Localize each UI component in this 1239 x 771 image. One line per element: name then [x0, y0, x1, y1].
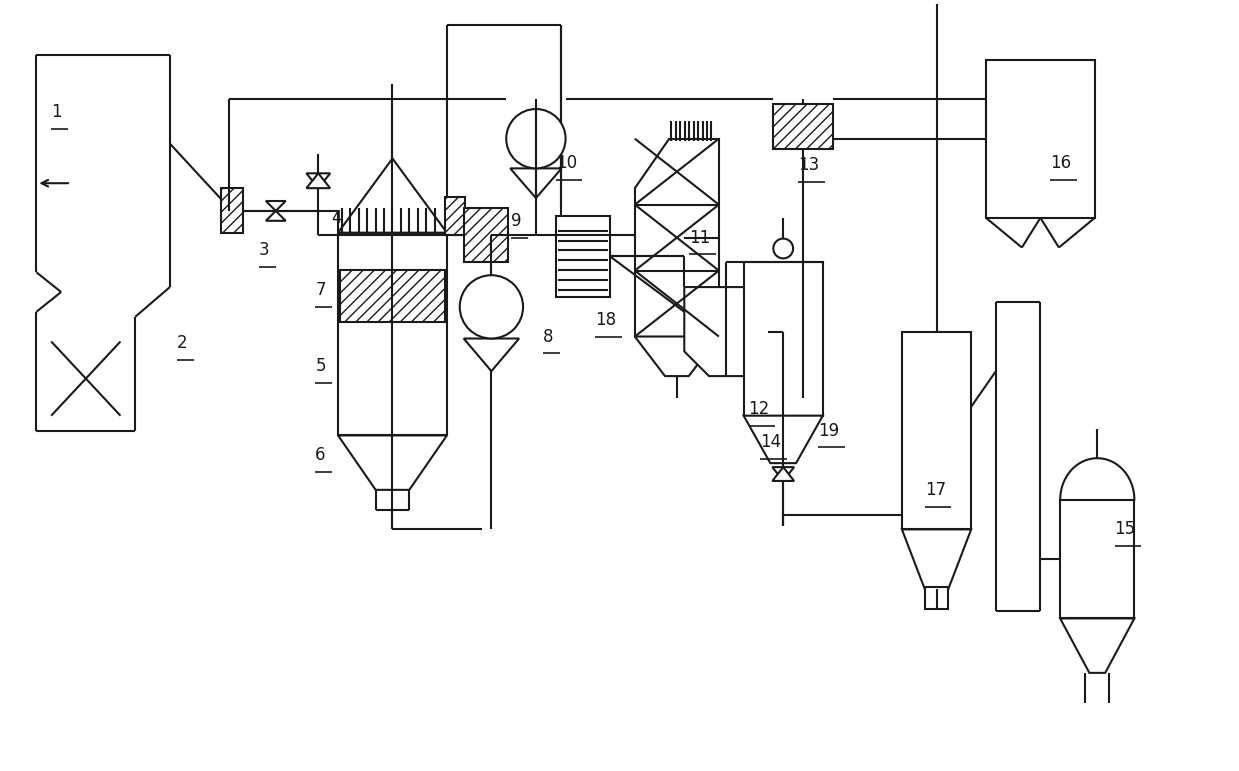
Bar: [338, 233, 447, 436]
Polygon shape: [266, 201, 286, 211]
Text: 16: 16: [1051, 154, 1072, 173]
Text: 15: 15: [1115, 520, 1136, 538]
Polygon shape: [634, 139, 719, 336]
Text: 19: 19: [818, 422, 839, 439]
Bar: [1061, 500, 1135, 618]
Circle shape: [507, 109, 565, 168]
Bar: [463, 208, 508, 262]
Text: 14: 14: [761, 433, 782, 451]
Bar: [445, 197, 465, 234]
Bar: [902, 332, 971, 530]
Polygon shape: [743, 416, 823, 463]
Polygon shape: [1061, 618, 1135, 673]
Text: 18: 18: [595, 311, 616, 328]
Polygon shape: [510, 168, 561, 198]
Text: 11: 11: [689, 229, 710, 247]
Text: 5: 5: [315, 357, 326, 375]
Bar: [773, 104, 833, 149]
Polygon shape: [902, 530, 971, 589]
Bar: [339, 271, 445, 322]
Text: 1: 1: [51, 103, 62, 121]
Text: 7: 7: [315, 281, 326, 299]
Text: 13: 13: [798, 157, 819, 174]
Polygon shape: [634, 336, 719, 376]
Circle shape: [460, 275, 523, 338]
Bar: [924, 587, 948, 608]
Text: 17: 17: [924, 481, 945, 499]
Bar: [743, 262, 823, 416]
Polygon shape: [338, 159, 447, 233]
Text: 3: 3: [259, 241, 270, 260]
Text: 2: 2: [177, 335, 187, 352]
Polygon shape: [338, 436, 447, 490]
Circle shape: [773, 238, 793, 258]
Text: 8: 8: [543, 328, 554, 345]
Polygon shape: [772, 467, 794, 481]
Polygon shape: [266, 211, 286, 221]
Polygon shape: [684, 287, 768, 376]
Polygon shape: [463, 338, 519, 371]
Text: 6: 6: [315, 446, 326, 464]
Polygon shape: [772, 467, 794, 481]
Bar: [986, 59, 1095, 218]
Polygon shape: [306, 173, 330, 188]
Text: 10: 10: [556, 154, 577, 173]
Bar: [556, 216, 610, 297]
Polygon shape: [306, 173, 330, 188]
Text: 9: 9: [512, 212, 522, 230]
Bar: [222, 188, 243, 233]
Text: 12: 12: [748, 399, 769, 418]
Text: 4: 4: [331, 209, 342, 227]
